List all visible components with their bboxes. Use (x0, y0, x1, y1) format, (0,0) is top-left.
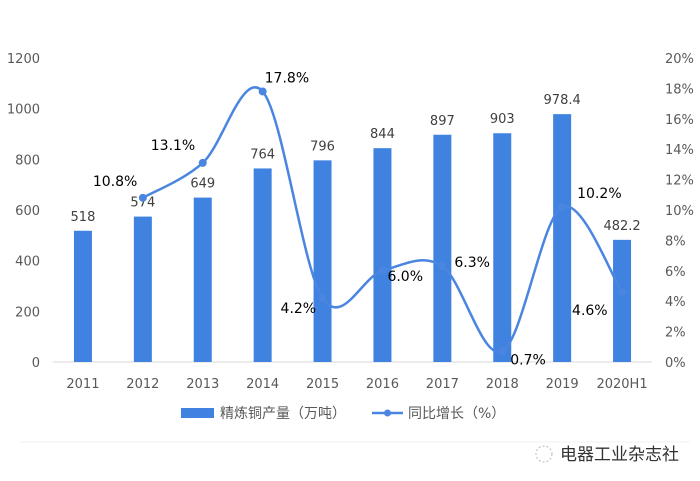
bar (133, 216, 152, 362)
line-marker (378, 266, 387, 275)
growth-value-label: 17.8% (265, 70, 309, 86)
y-right-tick-label: 12% (665, 174, 694, 189)
watermark-text: 电器工业杂志社 (560, 445, 679, 465)
bar-value-label: 897 (430, 114, 455, 129)
bar-value-label: 978.4 (544, 93, 581, 108)
line-marker (318, 294, 327, 303)
line-marker (438, 262, 447, 271)
growth-value-label: 6.0% (387, 269, 423, 285)
growth-value-label: 4.6% (572, 303, 608, 319)
x-tick-label: 2020H1 (596, 377, 647, 392)
bar (373, 148, 392, 362)
x-tick-label: 2014 (246, 377, 279, 392)
y-right-tick-label: 16% (665, 113, 694, 128)
y-left-tick-label: 0 (32, 356, 40, 371)
wechat-icon (535, 445, 553, 463)
x-tick-label: 2013 (186, 377, 219, 392)
bar (493, 133, 512, 362)
legend-bar-swatch (181, 408, 214, 418)
y-right-tick-label: 4% (665, 295, 686, 310)
line-marker (558, 202, 567, 211)
bar-value-label: 844 (370, 127, 395, 142)
x-tick-label: 2018 (486, 377, 519, 392)
y-left-tick-label: 800 (15, 153, 40, 168)
line-marker (138, 193, 147, 202)
y-right-tick-label: 0% (665, 356, 686, 371)
line-marker (198, 158, 207, 167)
growth-value-label: 13.1% (151, 138, 195, 154)
bar (193, 197, 212, 362)
y-right-tick-label: 18% (665, 82, 694, 97)
legend-line-label: 同比增长（%） (408, 406, 505, 422)
bar (433, 134, 452, 362)
y-right-tick-label: 10% (665, 204, 694, 219)
line-marker (258, 87, 267, 96)
x-tick-label: 2017 (426, 377, 459, 392)
bar (73, 230, 92, 362)
bar (553, 114, 572, 362)
bar-value-label: 518 (71, 210, 96, 225)
bar-value-label: 796 (310, 139, 335, 154)
y-right-tick-label: 14% (665, 143, 694, 158)
growth-value-label: 4.2% (281, 301, 317, 317)
y-right-tick-label: 2% (665, 326, 686, 341)
y-left-tick-label: 1000 (7, 103, 40, 118)
x-tick-label: 2011 (66, 377, 99, 392)
growth-value-label: 10.8% (93, 174, 137, 190)
legend: 精炼铜产量（万吨） 同比增长（%） (181, 406, 505, 422)
x-tick-label: 2015 (306, 377, 339, 392)
bar-value-label: 764 (250, 147, 275, 162)
growth-value-label: 0.7% (510, 352, 546, 368)
y-left-tick-label: 400 (15, 255, 40, 270)
bar (313, 160, 332, 362)
legend-line-marker (384, 409, 391, 417)
line-marker (618, 288, 627, 297)
y-right-tick-label: 20% (665, 52, 694, 67)
bar (613, 239, 632, 362)
y-left-tick-label: 1200 (7, 52, 40, 67)
bar-value-label: 574 (130, 196, 155, 211)
x-tick-label: 2016 (366, 377, 399, 392)
y-left-tick-label: 200 (15, 305, 40, 320)
y-right-tick-label: 8% (665, 234, 686, 249)
bar (253, 168, 272, 362)
legend-bar-label: 精炼铜产量（万吨） (220, 406, 346, 422)
bar-value-label: 649 (190, 177, 215, 192)
growth-value-label: 6.3% (454, 255, 490, 271)
growth-value-label: 10.2% (577, 186, 621, 202)
bar-value-label: 482.2 (603, 219, 640, 234)
y-left-tick-label: 600 (15, 204, 40, 219)
x-tick-label: 2019 (546, 377, 579, 392)
watermark: 电器工业杂志社 (535, 445, 679, 465)
y-right-tick-label: 6% (665, 265, 686, 280)
line-marker (498, 347, 507, 356)
x-tick-label: 2012 (126, 377, 159, 392)
bar-value-label: 903 (490, 112, 515, 127)
